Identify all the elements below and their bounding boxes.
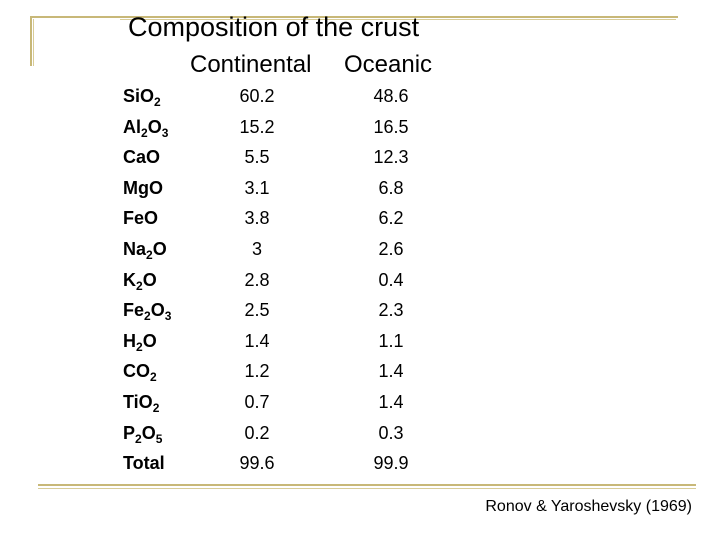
oceanic-value: 12.3 <box>373 147 409 168</box>
table-row: P2O5 0.2 0.3 <box>0 423 720 453</box>
slide-title: Composition of the crust <box>128 12 420 42</box>
continental-value: 3.8 <box>244 208 270 229</box>
table-row: CaO 5.5 12.3 <box>0 147 720 177</box>
compound-name: FeO <box>123 208 159 229</box>
subscript: 5 <box>155 431 163 446</box>
table-row: Fe2O3 2.5 2.3 <box>0 300 720 330</box>
subscript: 3 <box>161 125 169 140</box>
frame-top-inner-line <box>120 19 676 20</box>
compound-name: Na2O <box>123 239 167 262</box>
subscript: 2 <box>152 401 160 415</box>
compound-name: SiO2 <box>123 86 161 109</box>
table-row: Al2O3 15.2 16.5 <box>0 117 720 147</box>
citation: Ronov & Yaroshevsky (1969) <box>485 498 692 515</box>
compound-name: TiO2 <box>123 392 160 415</box>
subscript: 2 <box>144 309 151 324</box>
compound-name: Fe2O3 <box>123 300 172 324</box>
compound-name: CO2 <box>123 361 157 385</box>
continental-value: 3.1 <box>244 177 270 198</box>
continental-value: 5.5 <box>244 147 270 168</box>
compound-name: K2O <box>123 269 157 293</box>
oceanic-value: 0.3 <box>378 422 404 443</box>
subscript: 2 <box>135 431 142 446</box>
oceanic-value: 1.1 <box>378 330 404 351</box>
column-header-oceanic: Oceanic <box>344 51 433 78</box>
table-row: Na2O 3 2.6 <box>0 239 720 269</box>
subscript: 2 <box>141 125 148 140</box>
subscript: 2 <box>136 278 143 293</box>
table-row: CO2 1.2 1.4 <box>0 361 720 391</box>
continental-value: 1.2 <box>244 361 270 382</box>
compound-name: H2O <box>123 330 157 354</box>
oceanic-value: 2.3 <box>378 300 404 321</box>
subscript: 2 <box>146 248 153 262</box>
oceanic-value: 2.6 <box>378 239 404 259</box>
oceanic-value: 0.4 <box>378 269 404 290</box>
table-row: FeO 3.8 6.2 <box>0 208 720 238</box>
table-row: TiO2 0.7 1.4 <box>0 392 720 422</box>
continental-value: 0.7 <box>244 392 270 412</box>
oceanic-value: 16.5 <box>373 116 409 137</box>
frame-bottom-inner-line <box>38 488 696 489</box>
table-row: K2O 2.8 0.4 <box>0 270 720 300</box>
continental-value: 1.4 <box>244 330 270 351</box>
continental-value: 3 <box>251 239 262 259</box>
frame-top-line <box>30 16 678 18</box>
column-header-continental: Continental <box>190 51 312 78</box>
oceanic-value: 6.2 <box>378 208 404 229</box>
subscript: 2 <box>136 339 143 354</box>
frame-bottom-line <box>38 484 696 486</box>
compound-name: MgO <box>123 177 164 198</box>
table-row: Total 99.6 99.9 <box>0 453 720 483</box>
continental-value: 60.2 <box>239 86 275 106</box>
compound-name: P2O5 <box>123 422 163 446</box>
oceanic-value: 1.4 <box>378 392 404 412</box>
table-row: MgO 3.1 6.8 <box>0 178 720 208</box>
continental-value: 15.2 <box>239 116 275 137</box>
continental-value: 2.8 <box>244 269 270 290</box>
table-row: SiO2 60.2 48.6 <box>0 86 720 116</box>
subscript: 3 <box>164 309 172 324</box>
compound-name: CaO <box>123 147 161 168</box>
subscript: 2 <box>150 370 157 385</box>
oceanic-value: 99.9 <box>373 453 409 474</box>
continental-value: 99.6 <box>239 453 275 474</box>
oceanic-value: 1.4 <box>378 361 404 382</box>
table-row: H2O 1.4 1.1 <box>0 331 720 361</box>
frame-left-inner-line <box>33 19 34 66</box>
compound-name: Total <box>123 453 165 474</box>
oceanic-value: 6.8 <box>378 177 404 198</box>
continental-value: 0.2 <box>244 422 270 443</box>
oceanic-value: 48.6 <box>373 86 409 106</box>
frame-left-line <box>30 16 32 66</box>
subscript: 2 <box>154 95 161 109</box>
continental-value: 2.5 <box>244 300 270 321</box>
compound-name: Al2O3 <box>123 116 169 140</box>
